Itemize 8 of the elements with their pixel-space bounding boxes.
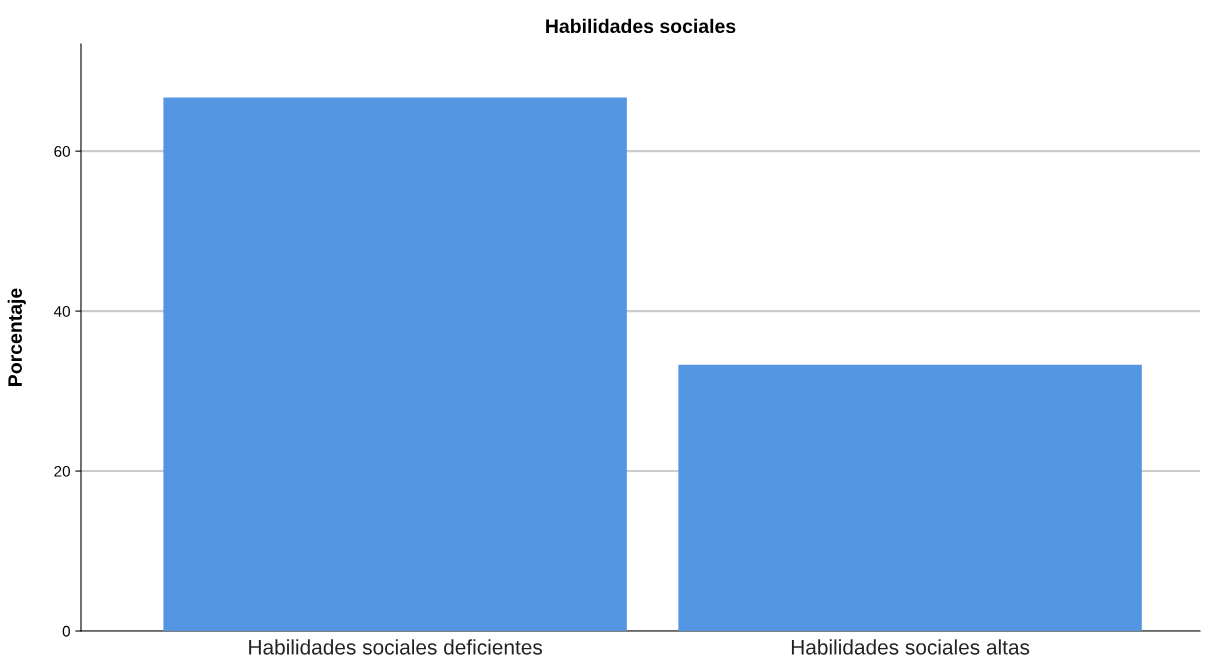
chart-title: Habilidades sociales [546,18,736,34]
y-axis-title: Porcentaje [7,288,26,386]
x-tick-label: Habilidades sociales deficientes [249,639,543,655]
y-tick-label: 60 [54,146,70,157]
y-tick-label: 0 [62,625,70,637]
y-tick-label: 20 [54,465,70,477]
x-tick-label: Habilidades sociales altas [791,639,1030,655]
y-tick-label: 40 [53,305,70,317]
